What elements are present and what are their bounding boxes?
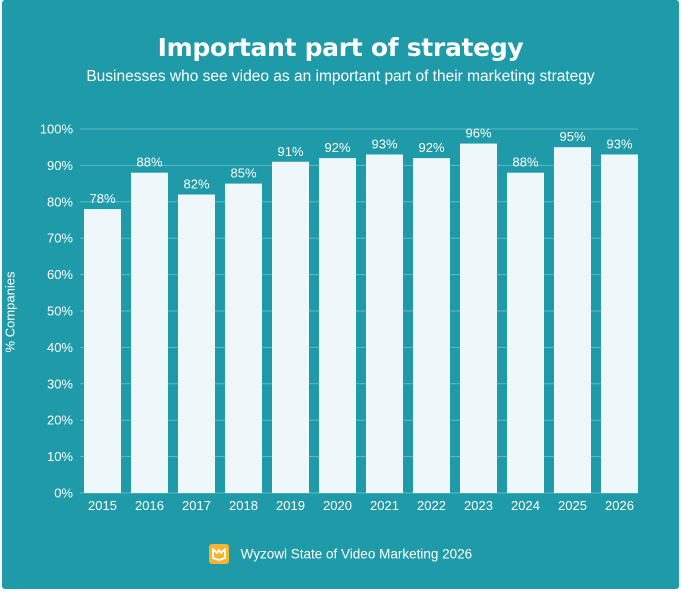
chart-title: Important part of strategy: [157, 33, 524, 62]
y-tick-label: 30%: [47, 376, 73, 391]
y-tick-label: 60%: [47, 267, 73, 282]
x-tick-label: 2024: [511, 498, 540, 513]
bar: [460, 143, 497, 493]
data-label: 96%: [465, 126, 491, 141]
source-text: Wyzowl State of Video Marketing 2026: [240, 546, 473, 562]
bar: [601, 154, 638, 494]
chart-card: Important part of strategy Businesses wh…: [2, 0, 679, 589]
x-tick-label: 2026: [605, 498, 634, 513]
x-tick-label: 2022: [417, 498, 446, 513]
source-credit: Wyzowl State of Video Marketing 2026: [2, 544, 679, 565]
x-tick-label: 2017: [182, 498, 211, 513]
y-tick-label: 70%: [47, 231, 73, 246]
data-label: 92%: [324, 140, 350, 155]
y-tick-label: 100%: [40, 122, 74, 137]
bar: [178, 194, 215, 493]
bar-chart: 0% 10% 20% 30% 40% 50% 60% 70% 80% 90% 100% 78% 2015…: [40, 122, 638, 513]
data-label: 82%: [183, 177, 209, 192]
x-tick-label: 2018: [229, 498, 258, 513]
bar: [225, 183, 262, 493]
x-tick-label: 2020: [323, 498, 352, 513]
bar: [131, 172, 168, 493]
data-label: 95%: [559, 129, 585, 144]
data-label: 91%: [277, 144, 303, 159]
bar: [507, 172, 544, 493]
data-label: 93%: [606, 136, 632, 151]
data-label: 88%: [512, 155, 538, 170]
y-tick-label: 20%: [47, 413, 73, 428]
data-label: 92%: [418, 140, 444, 155]
x-tick-label: 2016: [135, 498, 164, 513]
y-tick-label: 40%: [47, 340, 73, 355]
y-tick-label: 80%: [47, 194, 73, 209]
chart-subtitle: Businesses who see video as an important…: [86, 68, 595, 85]
bar: [413, 158, 450, 493]
y-axis-title: % Companies: [2, 271, 18, 353]
bar: [319, 158, 356, 493]
y-tick-label: 10%: [47, 449, 73, 464]
x-tick-label: 2019: [276, 498, 305, 513]
bar: [554, 147, 591, 493]
bar: [272, 161, 309, 493]
data-label: 78%: [89, 191, 115, 206]
y-tick-label: 90%: [47, 158, 73, 173]
x-tick-label: 2025: [558, 498, 587, 513]
wyzowl-logo-icon: [208, 544, 229, 564]
x-tick-label: 2015: [88, 498, 117, 513]
x-tick-label: 2021: [370, 498, 399, 513]
data-label: 88%: [136, 155, 162, 170]
bar: [84, 209, 121, 493]
y-tick-label: 50%: [47, 304, 73, 319]
data-label: 93%: [371, 136, 397, 151]
data-label: 85%: [230, 166, 256, 181]
bar: [366, 154, 403, 494]
y-tick-label: 0%: [54, 486, 73, 501]
x-tick-label: 2023: [464, 498, 493, 513]
